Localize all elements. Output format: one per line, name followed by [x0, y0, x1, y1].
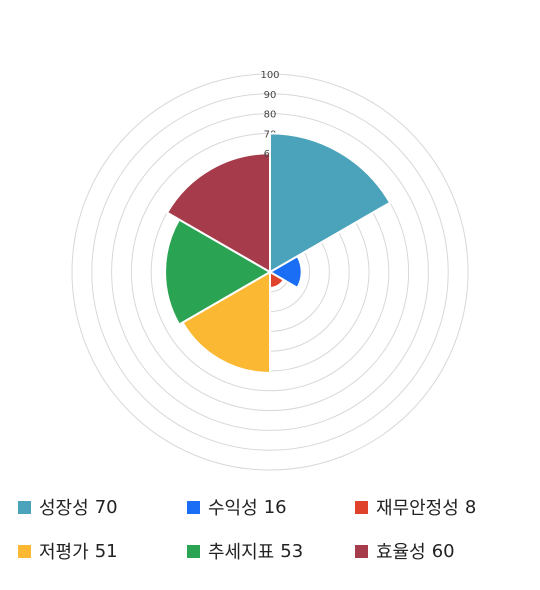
legend-item[interactable]: 재무안정성 8	[355, 492, 515, 522]
legend-value: 70	[94, 496, 118, 518]
legend-label: 저평가	[39, 542, 89, 563]
chart-legend: 성장성 70 수익성 16 재무안정성 8 저평가 51 추세지표 53 효율성…	[18, 492, 528, 580]
legend-row: 저평가 51 추세지표 53 효율성 60	[18, 536, 528, 566]
legend-label: 효율성	[376, 542, 426, 563]
legend-label: 추세지표	[208, 542, 275, 563]
grid-circle	[91, 93, 449, 451]
legend-value: 60	[431, 540, 455, 562]
legend-swatch	[18, 500, 31, 514]
legend-label: 성장성	[39, 498, 89, 519]
tick-label: 100	[260, 70, 279, 81]
legend-item[interactable]: 효율성 60	[355, 536, 515, 566]
legend-item[interactable]: 저평가 51	[18, 536, 187, 566]
legend-value: 51	[94, 540, 118, 562]
grid-circle	[111, 113, 429, 431]
legend-value: 16	[263, 496, 287, 518]
legend-swatch	[187, 544, 200, 558]
tick-label: 90	[264, 90, 277, 101]
legend-swatch	[355, 544, 368, 558]
legend-row: 성장성 70 수익성 16 재무안정성 8	[18, 492, 528, 522]
legend-value: 53	[280, 540, 304, 562]
legend-label: 수익성	[208, 498, 258, 519]
legend-swatch	[187, 500, 200, 514]
polar-area-chart: 60708090100	[71, 70, 469, 471]
legend-item[interactable]: 추세지표 53	[187, 536, 355, 566]
legend-label: 재무안정성	[376, 498, 459, 519]
tick-label: 80	[264, 110, 277, 121]
sector-5[interactable]	[164, 218, 273, 326]
legend-item[interactable]: 성장성 70	[18, 492, 187, 522]
sector-1-overlay	[269, 132, 392, 274]
sector-4[interactable]	[181, 270, 271, 374]
legend-value: 8	[464, 496, 477, 518]
sector-6[interactable]	[165, 152, 271, 274]
legend-item[interactable]: 수익성 16	[187, 492, 355, 522]
legend-swatch	[355, 500, 368, 514]
grid-circle	[71, 73, 469, 471]
legend-swatch	[18, 544, 31, 558]
